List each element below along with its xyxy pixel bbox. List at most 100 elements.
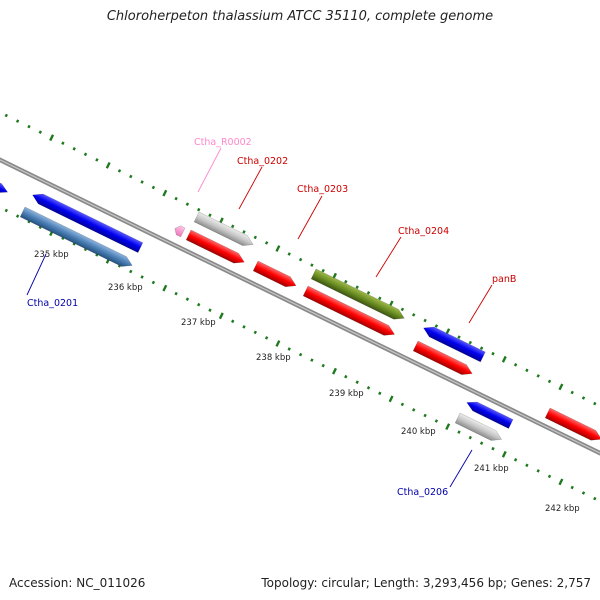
scale-minor-tick [525, 368, 529, 373]
gene-label-ctha-0201[interactable]: Ctha_0201 [27, 298, 78, 309]
scale-minor-tick [61, 141, 65, 145]
scale-minor-tick [197, 302, 201, 307]
scale-minor-tick [15, 214, 20, 218]
scale-major-tick [445, 423, 451, 431]
gene-feature-ctha-0206-pseudo[interactable] [454, 412, 504, 444]
gene-feature-ctha-0201-forward[interactable] [30, 190, 144, 253]
scale-minor-tick [570, 485, 574, 490]
scale-minor-tick [412, 408, 416, 412]
scale-tick-labels: 235 kbp 236 kbp 237 kbp 238 kbp 239 kbp … [34, 250, 580, 514]
scale-major-tick [162, 189, 168, 197]
scale-minor-tick [287, 252, 291, 256]
scale-minor-tick [400, 402, 405, 407]
scale-minor-tick [185, 297, 190, 301]
gene-feature-panb-forward[interactable] [421, 323, 486, 363]
scale-minor-tick [581, 396, 586, 400]
scale-major-tick [49, 134, 55, 142]
scale-minor-tick [253, 330, 257, 335]
gene-feature-right-edge-red[interactable] [544, 407, 600, 444]
scale-minor-tick [4, 113, 8, 118]
scale-minor-tick [208, 213, 212, 217]
scale-major-tick [501, 450, 507, 458]
scale-minor-tick [38, 130, 42, 134]
scale-minor-tick [27, 124, 31, 129]
scale-minor-tick [366, 386, 371, 390]
scale-minor-tick [434, 324, 439, 328]
scale-major-tick [275, 340, 281, 347]
scale-minor-tick [310, 263, 314, 267]
scale-tick-label: 235 kbp [34, 250, 69, 260]
topology-text: Topology: circular; Length: 3,293,456 bp… [261, 576, 591, 590]
scale-minor-tick [525, 463, 529, 468]
scale-minor-tick [378, 391, 382, 396]
scale-minor-tick [479, 346, 484, 350]
scale-minor-tick [344, 374, 348, 379]
gene-label-ctha-r0002[interactable]: Ctha_R0002 [194, 137, 252, 148]
gene-label-ctha-0203[interactable]: Ctha_0203 [297, 184, 348, 195]
scale-minor-tick [151, 280, 156, 285]
gene-feature-ctha-0206-forward[interactable] [465, 398, 514, 429]
gene-feature-ctha-0203[interactable] [252, 260, 298, 291]
scale-minor-tick [174, 291, 178, 296]
scale-major-tick [162, 284, 168, 292]
scale-minor-tick [185, 202, 190, 206]
scale-minor-tick [355, 380, 359, 384]
scale-major-tick [558, 478, 564, 486]
scale-minor-tick [197, 207, 201, 212]
scale-minor-tick [570, 390, 574, 395]
scale-minor-tick [174, 196, 178, 201]
scale-minor-tick [231, 319, 235, 324]
scale-major-tick [388, 395, 394, 403]
scale-minor-tick [117, 169, 122, 173]
scale-major-tick [105, 161, 111, 169]
map-title: Chloroherpeton thalassium ATCC 35110, co… [106, 9, 494, 24]
scale-minor-tick [140, 275, 144, 279]
scale-minor-tick [15, 119, 20, 123]
scale-minor-tick [491, 351, 495, 356]
genome-backbone [0, 157, 600, 456]
scale-minor-tick [366, 291, 371, 295]
gene-feature-ctha-r0002-rna[interactable] [173, 224, 186, 238]
gene-label-connectors [26, 147, 493, 488]
scale-tick-label: 239 kbp [329, 389, 364, 399]
scale-minor-tick [287, 347, 291, 351]
gene-feature-ctha-0202[interactable] [185, 229, 247, 267]
gene-feature-ctha-0204-olive[interactable] [310, 268, 407, 323]
scale-minor-tick [72, 147, 76, 151]
scale-minor-tick [547, 379, 552, 384]
scale-minor-tick [208, 308, 212, 312]
scale-tick-label: 241 kbp [474, 464, 509, 474]
scale-tick-label: 242 kbp [545, 504, 580, 514]
scale-major-tick [558, 383, 564, 391]
scale-minor-tick [129, 174, 133, 179]
gene-label-ctha-0204[interactable]: Ctha_0204 [398, 226, 449, 237]
gene-feature-left-edge-blue[interactable] [0, 177, 10, 197]
scale-minor-tick [231, 224, 235, 229]
scale-minor-tick [253, 235, 257, 240]
scale-minor-tick [83, 152, 88, 157]
gene-feature-ctha-0202-pseudo[interactable] [193, 211, 255, 250]
outer-scale-track [4, 113, 597, 406]
scale-minor-tick [264, 336, 269, 340]
scale-minor-tick [479, 441, 484, 445]
scale-minor-tick [310, 358, 314, 362]
scale-major-tick [332, 367, 337, 375]
scale-minor-tick [151, 185, 156, 190]
scale-minor-tick [4, 208, 8, 213]
scale-minor-tick [536, 374, 540, 378]
gene-labels: Ctha_0201 Ctha_R0002 Ctha_0202 Ctha_0203… [27, 137, 516, 498]
gene-label-ctha-0202[interactable]: Ctha_0202 [237, 156, 288, 167]
scale-minor-tick [434, 419, 439, 423]
scale-minor-tick [491, 446, 495, 451]
scale-minor-tick [457, 335, 461, 339]
gene-feature-ctha-0201-steel[interactable] [19, 206, 134, 270]
gene-label-ctha-0206[interactable]: Ctha_0206 [397, 487, 448, 498]
gene-label-panb[interactable]: panB [492, 274, 516, 285]
gene-feature-panb[interactable] [412, 340, 474, 379]
gene-feature-ctha-0204[interactable] [302, 285, 397, 339]
scale-tick-label: 237 kbp [181, 318, 216, 328]
scale-minor-tick [593, 401, 597, 406]
scale-minor-tick [423, 318, 427, 323]
